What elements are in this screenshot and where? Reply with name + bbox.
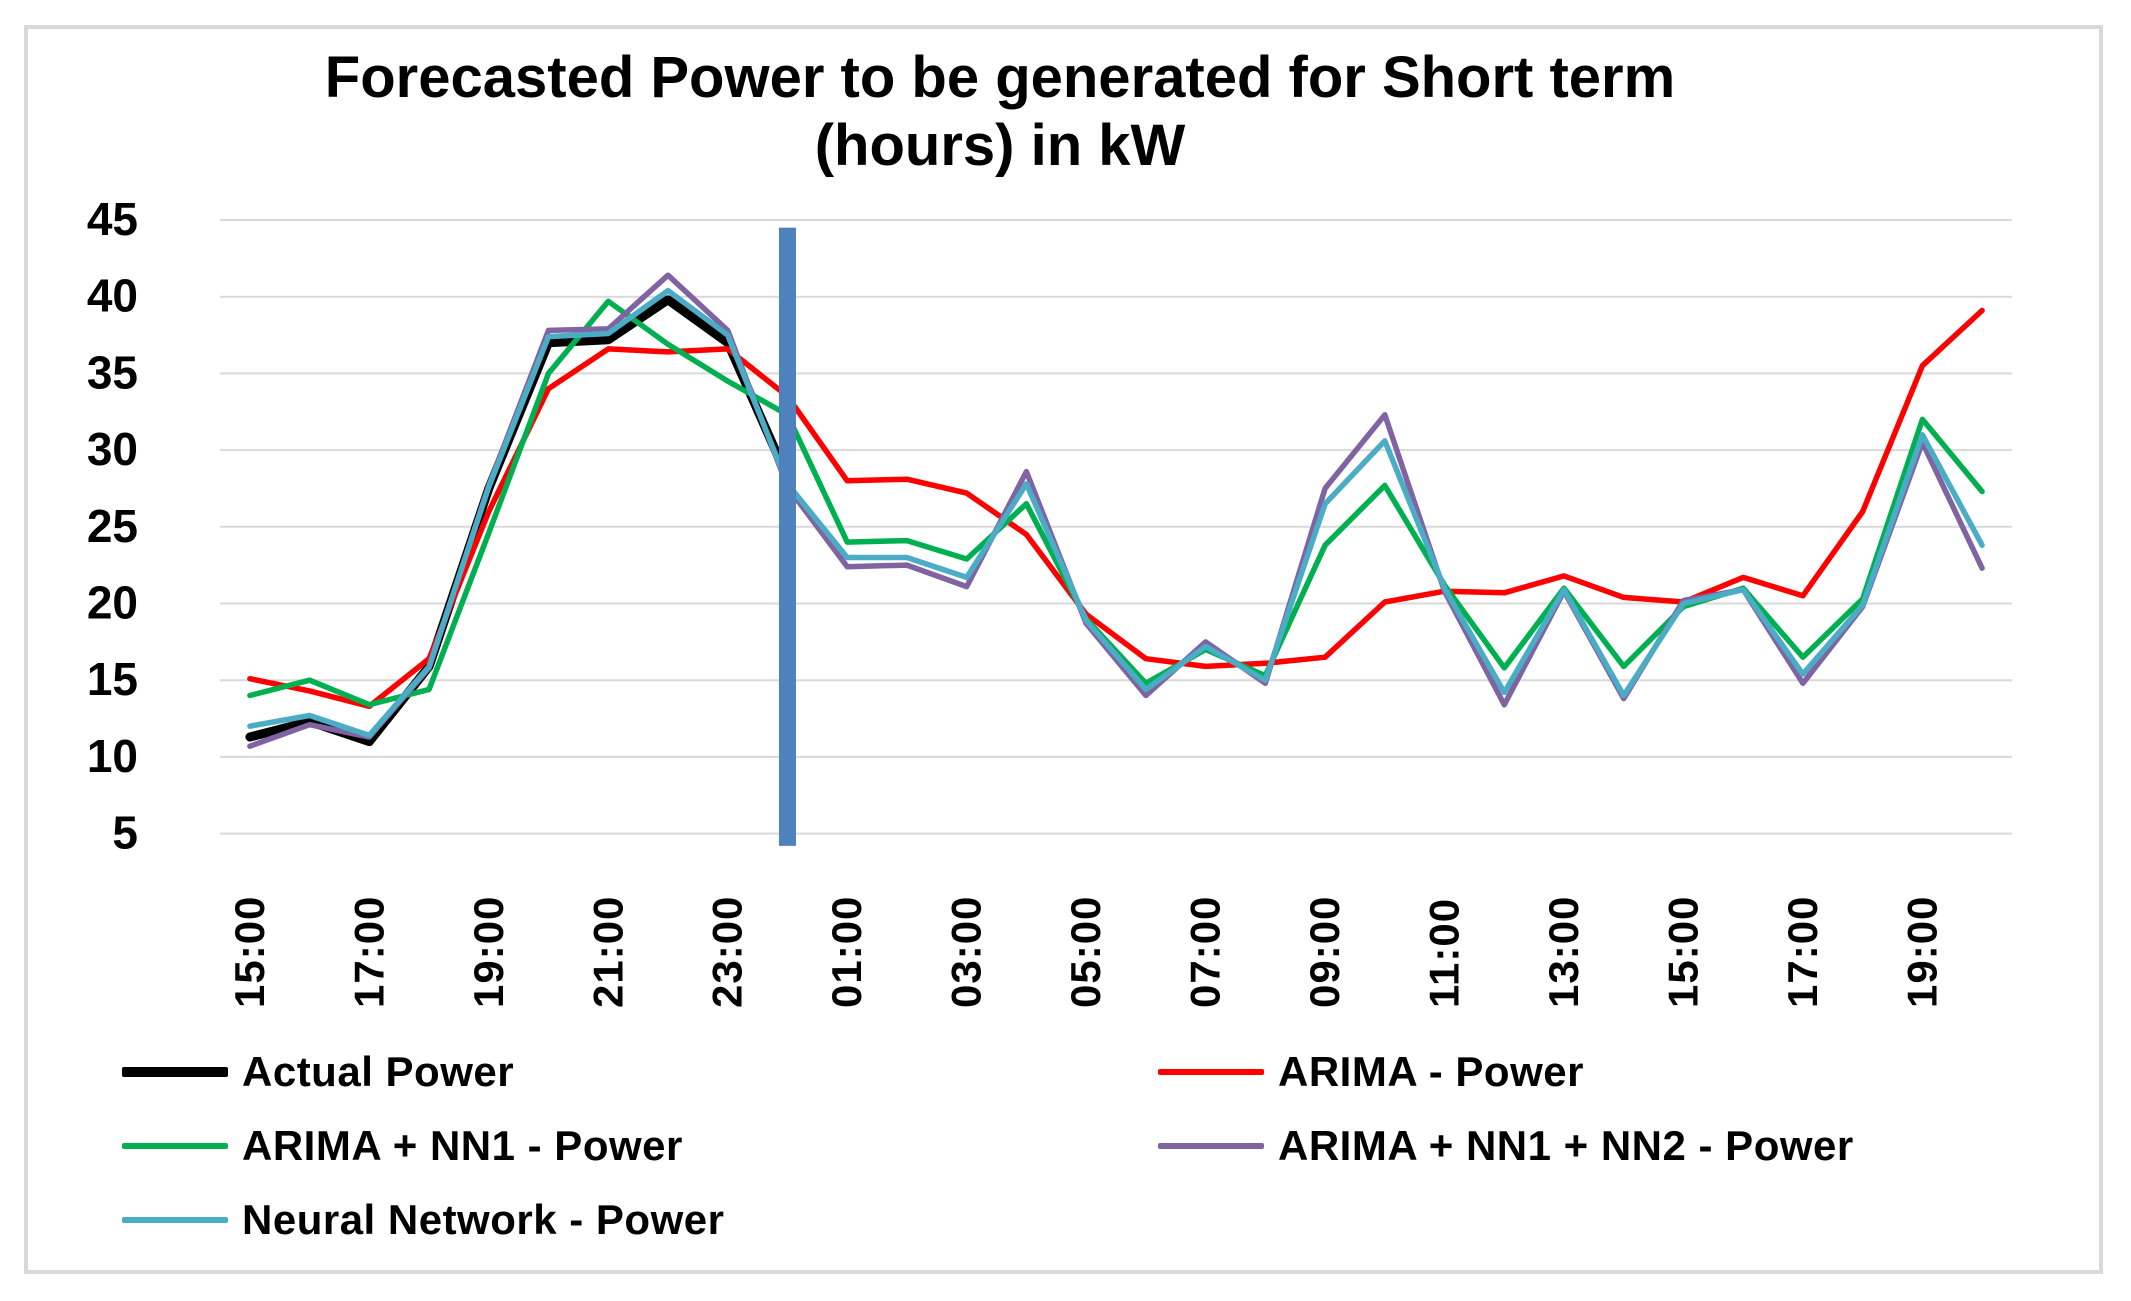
legend-entry-actual-power: Actual Power	[122, 1046, 514, 1098]
x-tick-label-15:00: 15:00	[1659, 896, 1706, 1008]
chart-title-line-1: Forecasted Power to be generated for Sho…	[324, 45, 1676, 110]
legend-label-arima-nn1-power: ARIMA + NN1 - Power	[242, 1122, 683, 1169]
series-line-arima-nn1-power	[247, 298, 1985, 708]
y-tick-label-45: 45	[87, 193, 138, 245]
legend-entry-arima-power: ARIMA - Power	[1158, 1046, 1584, 1098]
chart-frame	[24, 25, 2103, 1274]
y-tick-label-35: 35	[87, 346, 138, 398]
series-line-arima-power	[247, 307, 1985, 710]
legend-label-arima-power: ARIMA - Power	[1278, 1048, 1584, 1095]
x-tick-label-17:00: 17:00	[345, 896, 392, 1008]
legend-entry-arima-nn1-power: ARIMA + NN1 - Power	[122, 1120, 683, 1172]
legend-label-actual-power: Actual Power	[242, 1048, 515, 1095]
legend-entry-arima-nn1-nn2-power: ARIMA + NN1 + NN2 - Power	[1158, 1120, 1854, 1172]
y-tick-label-10: 10	[87, 730, 138, 782]
legend-label-arima-nn1-nn2-power: ARIMA + NN1 + NN2 - Power	[1278, 1122, 1854, 1169]
legend-swatch-arima-nn1-nn2-power	[1158, 1143, 1264, 1149]
x-tick-label-03:00: 03:00	[943, 896, 990, 1008]
legend-swatch-actual-power	[122, 1067, 228, 1077]
legend-swatch-arima-nn1-power	[122, 1143, 228, 1149]
x-tick-label-07:00: 07:00	[1182, 896, 1229, 1008]
legend-swatch-arima-power	[1158, 1069, 1264, 1075]
series-line-arima-nn1-nn2-power	[247, 272, 1985, 749]
x-tick-label-21:00: 21:00	[584, 896, 631, 1008]
x-tick-label-23:00: 23:00	[704, 896, 751, 1008]
x-tick-label-13:00: 13:00	[1540, 896, 1587, 1008]
series-line-neural-network-power	[247, 287, 1985, 739]
x-tick-label-19:00: 19:00	[465, 896, 512, 1008]
y-tick-label-5: 5	[112, 807, 138, 859]
chart-title-line-2: (hours) in kW	[814, 113, 1186, 179]
x-tick-label-15:00: 15:00	[226, 896, 273, 1008]
legend-swatch-neural-network-power	[122, 1217, 228, 1223]
chart-title: Forecasted Power to be generated for Sho…	[220, 44, 1780, 181]
x-tick-label-09:00: 09:00	[1301, 896, 1348, 1008]
y-tick-label-15: 15	[87, 653, 138, 705]
y-tick-label-30: 30	[87, 423, 138, 475]
forecast-divider-bar	[778, 227, 796, 846]
y-tick-label-25: 25	[87, 500, 138, 552]
x-tick-label-19:00: 19:00	[1898, 896, 1945, 1008]
x-tick-label-01:00: 01:00	[823, 896, 870, 1008]
x-tick-label-11:00: 11:00	[1421, 898, 1468, 1008]
y-tick-label-40: 40	[87, 270, 138, 322]
x-tick-label-17:00: 17:00	[1779, 896, 1826, 1008]
y-tick-label-20: 20	[87, 577, 138, 629]
legend-label-neural-network-power: Neural Network - Power	[242, 1196, 725, 1243]
x-tick-label-05:00: 05:00	[1062, 896, 1109, 1008]
legend-entry-neural-network-power: Neural Network - Power	[122, 1194, 724, 1246]
